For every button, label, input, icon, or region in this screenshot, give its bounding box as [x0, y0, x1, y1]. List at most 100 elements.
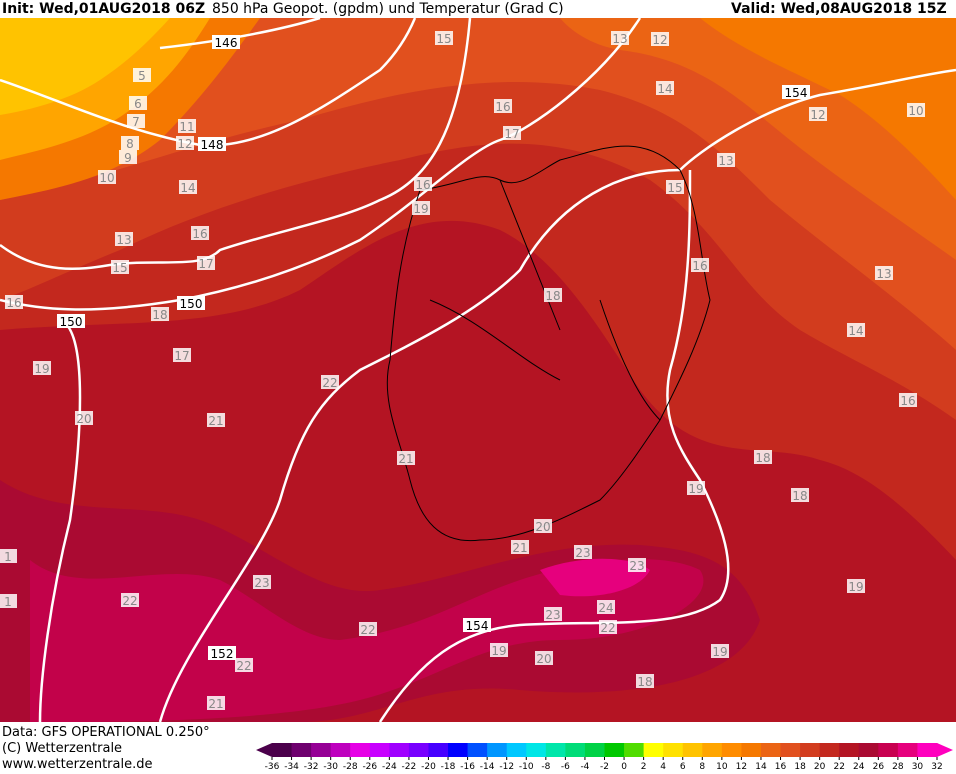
label-box: [907, 103, 925, 117]
temperature-label: 18: [637, 675, 652, 689]
label-box: [636, 674, 654, 688]
temperature-label: 8: [126, 137, 134, 151]
label-box: [687, 481, 705, 495]
label-box: [503, 126, 521, 140]
colorbar-label: 6: [680, 762, 686, 770]
label-box: [599, 620, 617, 634]
label-box: [463, 618, 491, 632]
geopotential-label: 154: [785, 86, 808, 100]
temperature-label: 17: [198, 257, 213, 271]
label-box: [33, 361, 51, 375]
temperature-label: 20: [536, 652, 551, 666]
temperature-label: 18: [755, 451, 770, 465]
label-box: [133, 68, 151, 82]
label-box: [177, 296, 205, 310]
label-box: [173, 348, 191, 362]
label-box: [574, 545, 592, 559]
colorbar-cell: [311, 743, 332, 757]
url: www.wetterzentrale.de: [2, 757, 152, 770]
colorbar-cell: [545, 743, 566, 757]
colorbar-label: -34: [284, 762, 299, 770]
label-box: [490, 643, 508, 657]
label-box: [178, 119, 196, 133]
colorbar-label: 28: [892, 762, 904, 770]
temperature-label: 22: [600, 621, 615, 635]
label-box: [782, 85, 810, 99]
geopotential-label: 146: [215, 36, 238, 50]
colorbar-cell: [741, 743, 762, 757]
label-box: [179, 180, 197, 194]
temperature-label: 12: [652, 33, 667, 47]
colorbar-cell: [897, 743, 918, 757]
label-box: [899, 393, 917, 407]
valid-text: Valid: Wed,08AUG2018 15Z: [731, 1, 947, 17]
label-box: [494, 99, 512, 113]
colorbar-cell: [917, 743, 938, 757]
label-box: [847, 323, 865, 337]
colorbar-cell: [526, 743, 547, 757]
footer: Data: GFS OPERATIONAL 0.250° (C) Wetterz…: [2, 725, 210, 772]
temperature-label: 10: [99, 171, 114, 185]
temperature-label: 19: [712, 645, 727, 659]
copyright: (C) Wetterzentrale: [2, 741, 122, 756]
colorbar-label: -36: [265, 762, 280, 770]
colorbar-label: 32: [931, 762, 942, 770]
label-box: [435, 31, 453, 45]
colorbar-label: -18: [441, 762, 456, 770]
label-box: [875, 266, 893, 280]
colorbar-cell: [663, 743, 684, 757]
temperature-label: 22: [122, 594, 137, 608]
label-box: [711, 644, 729, 658]
label-box: [119, 150, 137, 164]
colorbar-label: -12: [499, 762, 514, 770]
temperature-label: 20: [76, 412, 91, 426]
temperature-label: 17: [504, 127, 519, 141]
temperature-label: 10: [908, 104, 923, 118]
colorbar-label: -8: [541, 762, 550, 770]
label-box: [198, 137, 226, 151]
colorbar-cell: [272, 743, 293, 757]
colorbar-cell: [467, 743, 488, 757]
colorbar-label: -16: [460, 762, 475, 770]
label-box: [115, 232, 133, 246]
temperature-label: 12: [177, 137, 192, 151]
temperature-label: 13: [116, 233, 131, 247]
geopotential-label: 152: [211, 647, 234, 661]
label-box: [321, 375, 339, 389]
colorbar-label: 12: [736, 762, 747, 770]
colorbar-cell: [839, 743, 860, 757]
colorbar-cell: [565, 743, 586, 757]
label-box: [535, 651, 553, 665]
label-box: [98, 170, 116, 184]
colorbar-cell: [408, 743, 429, 757]
colorbar: -36 -34 -32 -30 -28 -26 -24 -22 -20 -18 -16 -14 -12-…: [256, 743, 953, 772]
colorbar-cell: [291, 743, 312, 757]
label-box: [127, 114, 145, 128]
colorbar-cell: [760, 743, 782, 757]
temperature-label: 12: [810, 108, 825, 122]
temperature-label: 18: [545, 289, 560, 303]
temperature-label: 24: [598, 601, 613, 615]
colorbar-cell: [389, 743, 410, 757]
label-box: [359, 622, 377, 636]
temperature-label: 15: [436, 32, 451, 46]
label-box: [666, 180, 684, 194]
colorbar-cell: [584, 743, 605, 757]
temperature-label: 19: [491, 644, 506, 658]
colorbar-cell: [330, 743, 351, 757]
label-box: [847, 579, 865, 593]
label-box: [544, 288, 562, 302]
geopotential-label: 154: [466, 619, 489, 633]
label-box: [534, 519, 552, 533]
label-box: [656, 81, 674, 95]
temperature-label: 23: [545, 608, 560, 622]
colorbar-cell: [682, 743, 703, 757]
geopotential-label: 150: [60, 315, 83, 329]
label-box: [121, 593, 139, 607]
borders: [386, 145, 711, 542]
init-text: Init: Wed,01AUG2018 06Z: [2, 1, 205, 17]
colorbar-cell: [448, 743, 469, 757]
temperature-label: 16: [6, 296, 21, 310]
